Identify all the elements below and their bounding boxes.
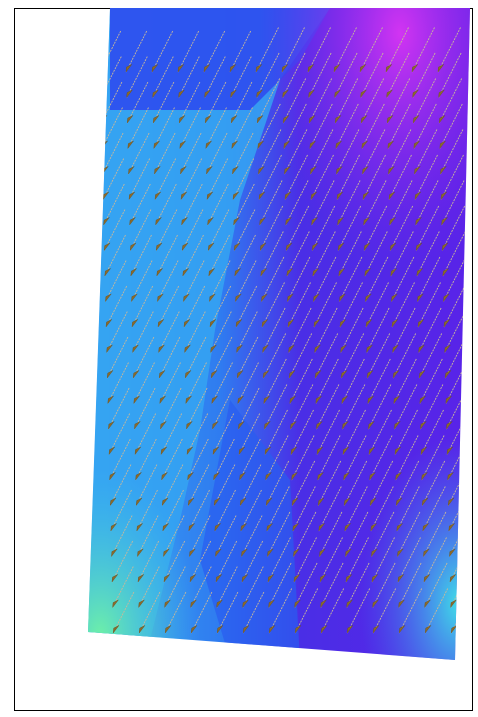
arrow-head xyxy=(101,90,107,98)
page: (() => { JSON.parse(document.getElementB… xyxy=(0,0,478,717)
raster xyxy=(80,0,478,670)
arrow-head xyxy=(100,64,106,72)
map-view xyxy=(0,0,478,717)
